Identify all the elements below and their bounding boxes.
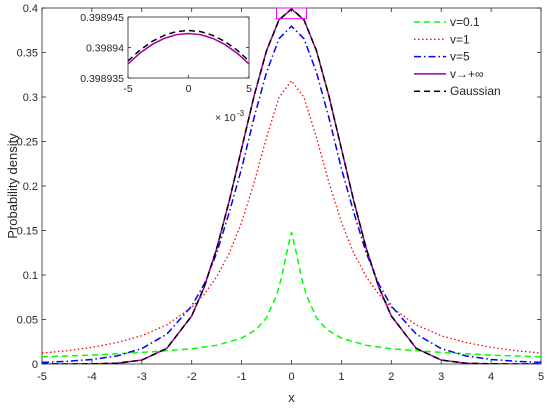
inset-x-tick-label: 5 [246,83,252,95]
main-plot: -5 -4 -3 -2 -1 0 1 2 3 4 5 0 0.05 0.1 0.15 0.2 0.25 0.3 0.… [5,3,544,405]
inset-x-tick-label: -5 [123,83,132,95]
y-tick-label: 0.2 [23,181,38,193]
legend-label-1: v=1 [450,32,470,46]
series-line-4 [42,8,541,364]
y-tick-label: 0.25 [17,137,38,149]
y-tick-label: 0.05 [17,315,38,327]
legend-label-3: v→+∞ [450,67,484,81]
x-tick-label: -3 [137,371,147,383]
inset-x-exponent-power: -3 [237,109,245,118]
inset-series-line-0 [128,32,249,65]
inset-x-tick-label: 0 [186,83,192,95]
y-tick-label: 0.35 [17,48,38,60]
inset-plot: -5 0 5 0.398935 0.39894 0.398945 × 10 -3 [80,12,252,124]
legend-label-0: v=0.1 [450,15,480,29]
inset-x-exponent-label: × 10 [215,112,236,124]
x-tick-label: 1 [338,371,344,383]
inset-series-line-1 [128,29,249,62]
x-tick-label: 5 [538,371,544,383]
x-tick-label: 3 [438,371,444,383]
y-tick-label: 0.3 [23,92,38,104]
x-tick-label: -4 [87,371,97,383]
y-tick-label: 0.4 [23,3,38,15]
legend: v=0.1 v=1 v=5 v→+∞ Gaussian [414,15,501,98]
y-tick-label: 0.1 [23,270,38,282]
legend-label-4: Gaussian [450,84,501,98]
y-tick-label: 0.15 [17,226,38,238]
series-line-2 [42,25,541,364]
inset-y-tick-label: 0.398945 [80,12,124,24]
y-tick-label: 0 [32,359,38,371]
plot-area-frame [41,7,542,365]
x-tick-label: -2 [187,371,197,383]
inset-frame [127,16,250,79]
x-tick-label: 2 [388,371,394,383]
series-line-0 [42,232,541,358]
legend-label-2: v=5 [450,50,470,64]
x-tick-label: 0 [288,371,294,383]
x-tick-label: -1 [237,371,247,383]
inset-y-tick-label: 0.39894 [86,43,124,55]
series-line-1 [42,79,541,354]
x-tick-label: 4 [488,371,494,383]
x-axis-label: x [288,390,295,405]
x-tick-label: -5 [37,371,47,383]
y-axis-label: Probability density [5,133,20,239]
zoom-highlight-box [276,7,307,20]
inset-y-tick-label: 0.398935 [80,73,124,85]
